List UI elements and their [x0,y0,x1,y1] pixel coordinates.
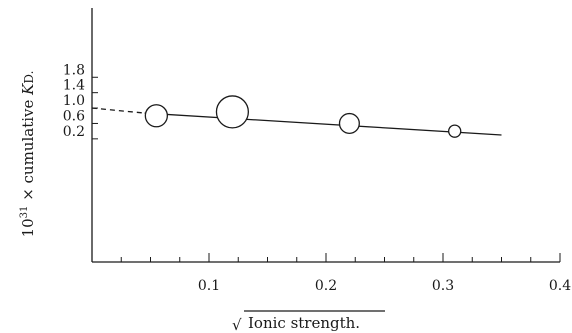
x-tick-label: 0.1 [198,278,220,294]
x-tick-label: 0.3 [432,278,454,294]
x-axis-title-radical: √ [232,316,242,333]
data-point [215,95,249,129]
x-axis-title-text: Ionic strength. [248,314,360,332]
fit-line [144,112,502,136]
y-tick-label: 0.2 [63,124,85,140]
y-axis-title-subscript: D. [22,71,36,84]
data-point [144,104,169,128]
y-axis-title: 1031 × cumulative KD. [19,71,37,238]
y-axis-title-main: × cumulative [19,95,37,206]
data-point [338,112,360,135]
x-tick-label: 0.2 [315,278,337,294]
y-tick-label: 0.6 [63,108,85,124]
y-tick-label: 1.4 [63,78,85,94]
y-tick-label: 1.8 [63,62,85,78]
y-axis-title-prefix: 10 [19,218,37,237]
y-axis-title-exponent: 31 [19,206,30,219]
y-tick-label: 1.0 [63,93,85,109]
data-point [448,124,462,138]
plot-area: 0.1 0.2 0.3 0.40.20.61.01.41.8 [63,8,571,294]
x-tick-label: 0.4 [549,278,571,294]
fit-extrapolation-line [91,107,145,114]
y-axis-title-symbol: K [19,83,37,96]
svg-text:1031 × cumulative KD.: 1031 × cumulative KD. [19,71,37,238]
x-axis-title: √ Ionic strength. [232,310,385,333]
